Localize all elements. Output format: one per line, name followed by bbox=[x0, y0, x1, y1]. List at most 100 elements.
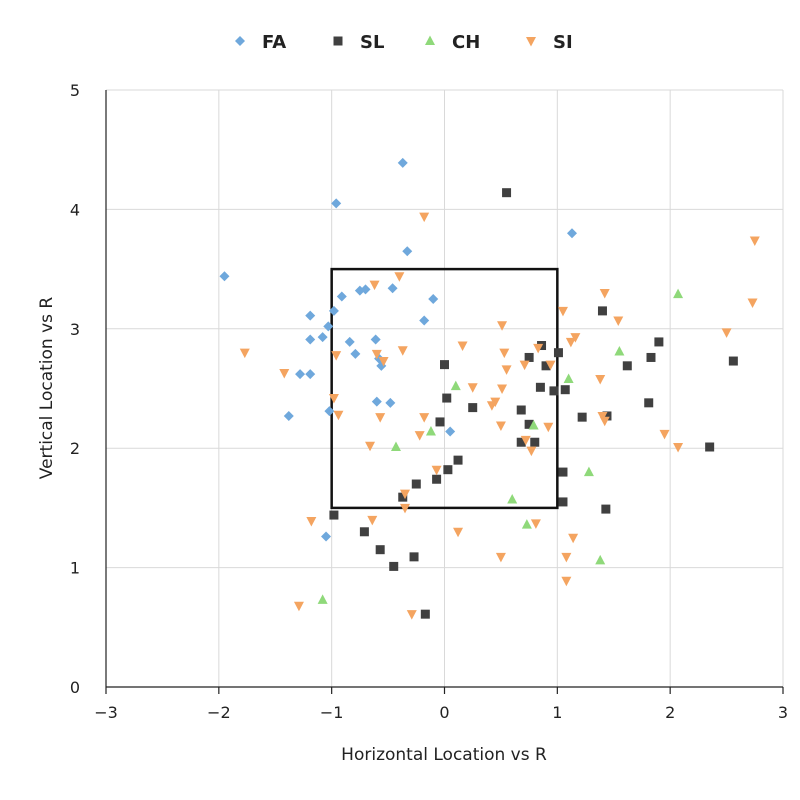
legend-marker-si bbox=[526, 37, 536, 47]
point-si-31 bbox=[499, 348, 510, 359]
point-sl-31 bbox=[601, 504, 611, 514]
point-sl-9 bbox=[435, 417, 445, 427]
point-si-50 bbox=[613, 316, 624, 326]
series-fa bbox=[219, 157, 578, 542]
point-si-11 bbox=[375, 413, 386, 423]
tick-labels: −3 −2 −1 0 1 2 3 0 1 2 3 4 5 bbox=[70, 81, 788, 722]
point-fa-8 bbox=[321, 531, 332, 542]
point-si-35 bbox=[526, 446, 537, 457]
point-sl-5 bbox=[409, 552, 419, 562]
point-si-48 bbox=[599, 416, 610, 427]
y-tick-label-0: 0 bbox=[70, 678, 80, 697]
point-fa-7 bbox=[323, 321, 334, 332]
point-si-13 bbox=[394, 272, 405, 282]
point-sl-30 bbox=[597, 306, 607, 316]
point-si-5 bbox=[331, 351, 342, 361]
x-tick-label-5: 2 bbox=[665, 703, 675, 722]
point-sl-34 bbox=[644, 398, 654, 408]
legend-label-fa: FA bbox=[262, 32, 286, 53]
point-si-53 bbox=[721, 328, 732, 338]
point-ch-4 bbox=[507, 494, 518, 504]
point-sl-0 bbox=[329, 510, 339, 520]
point-sl-18 bbox=[524, 352, 534, 362]
point-fa-0 bbox=[219, 271, 230, 282]
point-si-15 bbox=[400, 489, 411, 500]
y-tick-label-1: 1 bbox=[70, 559, 80, 578]
y-tick-label-5: 5 bbox=[70, 81, 80, 100]
point-fa-13 bbox=[344, 336, 355, 347]
point-fa-24 bbox=[402, 246, 413, 257]
point-fa-28 bbox=[567, 228, 578, 239]
legend-marker-fa bbox=[235, 36, 245, 46]
point-sl-6 bbox=[411, 479, 421, 489]
point-fa-1 bbox=[283, 410, 294, 421]
point-sl-25 bbox=[553, 348, 563, 358]
point-si-23 bbox=[457, 341, 468, 352]
point-si-54 bbox=[747, 298, 758, 309]
point-si-38 bbox=[543, 422, 554, 433]
point-si-8 bbox=[367, 515, 378, 526]
point-si-24 bbox=[467, 383, 478, 393]
point-si-1 bbox=[279, 368, 290, 379]
legend-item-fa: FA bbox=[235, 32, 286, 53]
point-si-22 bbox=[453, 527, 464, 538]
point-sl-7 bbox=[420, 609, 430, 619]
x-axis-label: Horizontal Location vs R bbox=[341, 745, 547, 765]
point-si-44 bbox=[568, 533, 579, 544]
point-fa-16 bbox=[360, 284, 371, 295]
legend: FA SL CH SI bbox=[235, 32, 573, 53]
point-ch-1 bbox=[390, 441, 401, 452]
point-si-29 bbox=[497, 384, 508, 394]
point-fa-25 bbox=[419, 315, 430, 326]
series-si bbox=[239, 212, 760, 620]
legend-label-ch: CH bbox=[452, 32, 480, 53]
point-si-32 bbox=[501, 365, 512, 375]
x-tick-label-0: −3 bbox=[94, 703, 118, 722]
point-si-40 bbox=[557, 306, 568, 317]
point-si-19 bbox=[419, 413, 430, 423]
point-sl-24 bbox=[549, 386, 559, 396]
point-fa-22 bbox=[387, 283, 398, 294]
point-si-27 bbox=[495, 552, 506, 563]
point-sl-13 bbox=[453, 455, 463, 465]
point-sl-17 bbox=[516, 405, 526, 415]
point-fa-11 bbox=[331, 198, 342, 209]
point-si-12 bbox=[378, 357, 389, 367]
legend-label-sl: SL bbox=[360, 32, 384, 53]
point-sl-21 bbox=[535, 382, 545, 392]
point-sl-26 bbox=[558, 467, 568, 477]
point-fa-4 bbox=[305, 310, 316, 321]
point-si-10 bbox=[371, 349, 382, 360]
point-si-46 bbox=[595, 374, 606, 385]
point-ch-3 bbox=[450, 380, 461, 391]
point-sl-27 bbox=[558, 497, 568, 507]
point-ch-6 bbox=[528, 420, 539, 430]
point-sl-33 bbox=[622, 361, 632, 371]
point-sl-3 bbox=[389, 561, 399, 571]
point-ch-7 bbox=[563, 373, 574, 383]
point-si-2 bbox=[293, 601, 304, 612]
point-si-30 bbox=[497, 321, 508, 331]
point-si-41 bbox=[561, 552, 572, 563]
point-sl-15 bbox=[502, 188, 512, 198]
x-tick-label-4: 1 bbox=[552, 703, 562, 722]
y-tick-label-2: 2 bbox=[70, 439, 80, 458]
point-si-49 bbox=[599, 288, 610, 299]
point-sl-37 bbox=[705, 442, 715, 452]
point-si-6 bbox=[333, 410, 344, 421]
point-si-21 bbox=[431, 465, 442, 476]
legend-item-si: SI bbox=[526, 32, 573, 53]
point-ch-2 bbox=[425, 425, 436, 436]
point-si-43 bbox=[565, 337, 576, 348]
point-sl-1 bbox=[359, 527, 369, 537]
x-tick-label-3: 0 bbox=[439, 703, 449, 722]
point-ch-8 bbox=[583, 466, 594, 477]
x-tick-label-1: −2 bbox=[207, 703, 231, 722]
point-si-42 bbox=[561, 576, 572, 587]
legend-marker-ch bbox=[425, 35, 435, 45]
point-si-0 bbox=[239, 348, 250, 359]
point-sl-28 bbox=[560, 385, 570, 395]
point-si-51 bbox=[659, 429, 670, 440]
axes bbox=[105, 90, 784, 694]
